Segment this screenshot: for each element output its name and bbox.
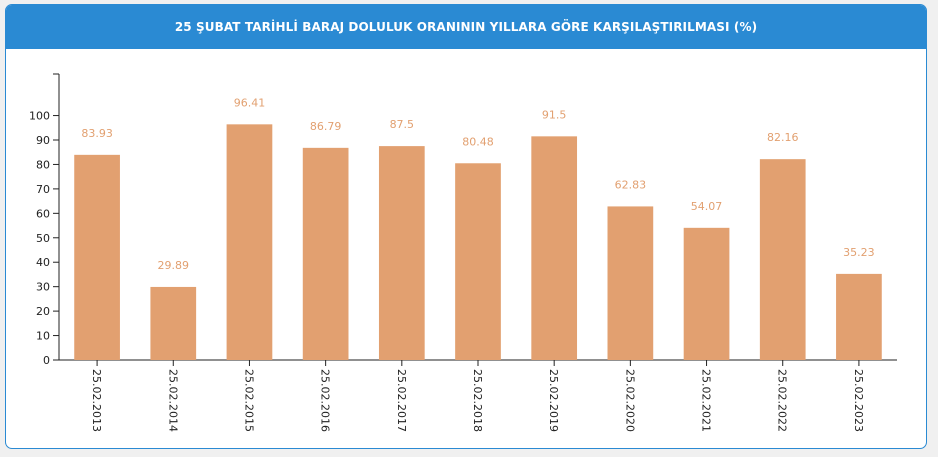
data-label: 80.48 bbox=[462, 135, 494, 148]
bar bbox=[74, 154, 120, 360]
bar bbox=[302, 147, 349, 360]
bar bbox=[150, 286, 197, 360]
x-tick-label: 25.02.2021 bbox=[700, 369, 713, 432]
x-tick-label: 25.02.2022 bbox=[776, 369, 789, 432]
data-label: 82.16 bbox=[767, 131, 799, 144]
x-tick-label: 25.02.2016 bbox=[319, 369, 332, 432]
data-label: 35.23 bbox=[843, 246, 875, 259]
y-tick-label: 30 bbox=[36, 281, 50, 294]
bar bbox=[531, 136, 578, 360]
x-tick-label: 25.02.2017 bbox=[395, 369, 408, 432]
data-label: 54.07 bbox=[691, 200, 723, 213]
bar bbox=[455, 163, 501, 360]
x-tick-label: 25.02.2018 bbox=[471, 369, 484, 432]
y-tick-label: 10 bbox=[36, 330, 50, 343]
data-label: 83.93 bbox=[81, 127, 113, 140]
y-tick-label: 0 bbox=[43, 354, 50, 367]
data-label: 62.83 bbox=[615, 178, 647, 191]
bar bbox=[683, 227, 730, 360]
data-label: 87.5 bbox=[390, 118, 415, 131]
chart-title: 25 ŞUBAT TARİHLİ BARAJ DOLULUK ORANININ … bbox=[6, 5, 926, 49]
x-tick-label: 25.02.2014 bbox=[166, 369, 179, 432]
y-tick-label: 80 bbox=[36, 158, 50, 171]
x-tick-label: 25.02.2019 bbox=[547, 369, 560, 432]
y-tick-label: 60 bbox=[36, 207, 50, 220]
x-tick-label: 25.02.2013 bbox=[90, 369, 103, 432]
bar bbox=[836, 273, 882, 360]
x-tick-label: 25.02.2020 bbox=[623, 369, 636, 432]
bar bbox=[607, 206, 654, 360]
x-tick-label: 25.02.2023 bbox=[852, 369, 865, 432]
y-tick-label: 70 bbox=[36, 183, 50, 196]
data-label: 96.41 bbox=[234, 96, 266, 109]
y-tick-label: 50 bbox=[36, 232, 50, 245]
data-label: 29.89 bbox=[158, 259, 190, 272]
y-tick-label: 90 bbox=[36, 134, 50, 147]
bar bbox=[759, 159, 806, 360]
data-label: 91.5 bbox=[542, 108, 567, 121]
data-label: 86.79 bbox=[310, 120, 342, 133]
bar bbox=[226, 124, 273, 360]
y-tick-label: 100 bbox=[29, 110, 50, 123]
x-tick-label: 25.02.2015 bbox=[242, 369, 255, 432]
bar bbox=[378, 146, 425, 360]
y-tick-label: 20 bbox=[36, 305, 50, 318]
y-tick-label: 40 bbox=[36, 256, 50, 269]
